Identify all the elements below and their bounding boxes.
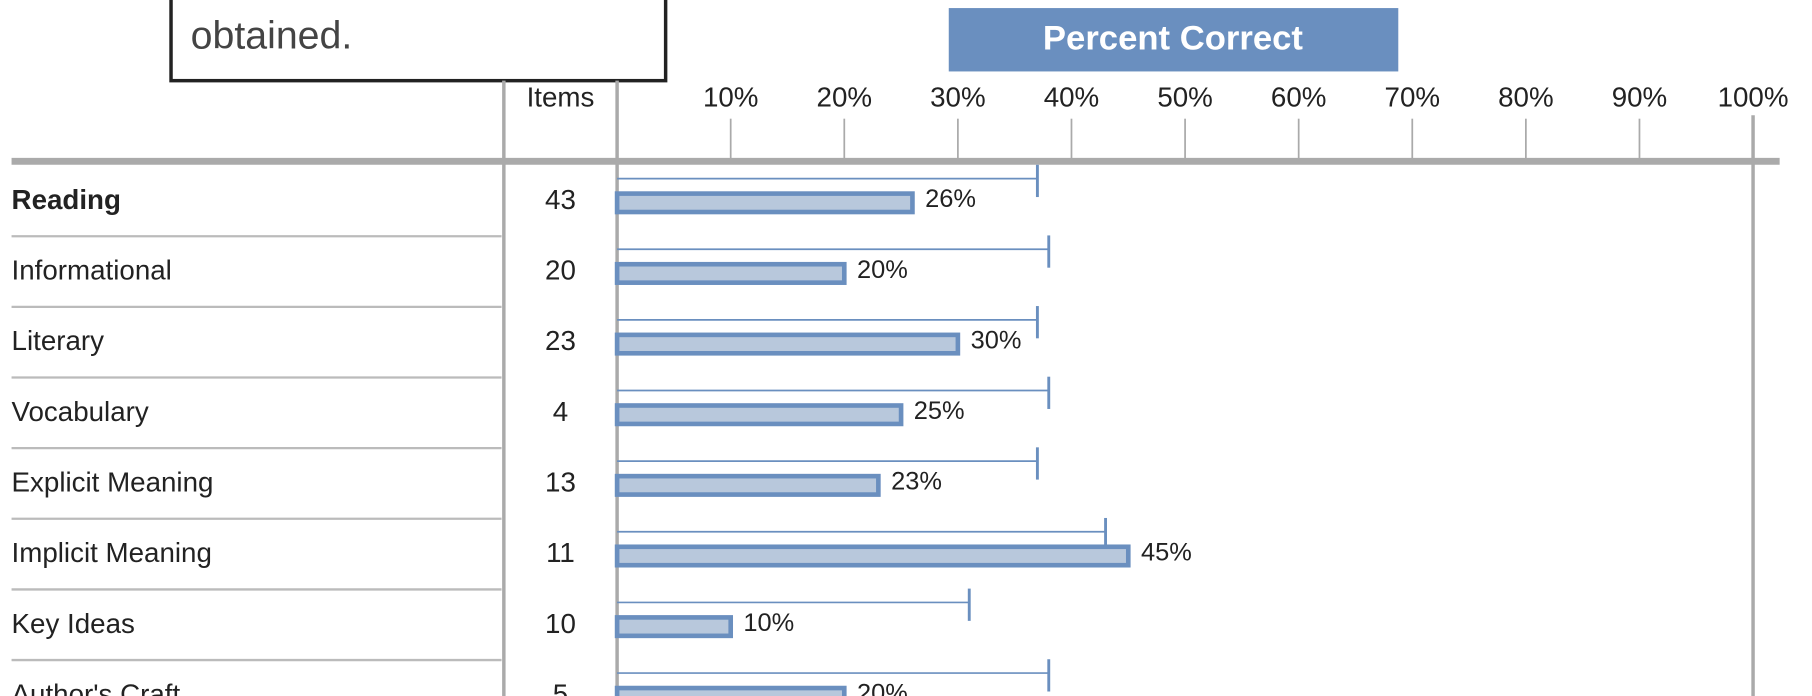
- callout-text: obtained.: [191, 13, 353, 57]
- bar: [614, 615, 734, 639]
- items-count: 23: [545, 325, 576, 356]
- bar: [614, 473, 881, 497]
- items-count: 13: [545, 467, 576, 498]
- bar: [614, 403, 904, 427]
- value-label: 23%: [891, 468, 942, 496]
- category-label: Explicit Meaning: [12, 467, 214, 498]
- items-count: 5: [553, 678, 568, 696]
- value-label: 45%: [1141, 538, 1192, 566]
- items-count: 4: [553, 396, 568, 427]
- category-label: Literary: [12, 325, 105, 356]
- bar: [614, 685, 847, 696]
- callout-box: [169, 0, 668, 83]
- x-tick-label: 70%: [1385, 81, 1441, 112]
- value-label: 25%: [914, 397, 965, 425]
- x-tick-label: 80%: [1498, 81, 1554, 112]
- title-box: [948, 8, 1399, 72]
- category-label: Key Ideas: [12, 608, 135, 639]
- x-tick-label: 20%: [817, 81, 873, 112]
- bar: [614, 332, 961, 356]
- value-label: 20%: [857, 256, 908, 284]
- items-count: 10: [545, 608, 576, 639]
- chart-title: Percent Correct: [1043, 20, 1304, 58]
- category-label: Informational: [12, 255, 172, 286]
- x-tick-label: 50%: [1157, 81, 1213, 112]
- value-label: 20%: [857, 680, 908, 696]
- category-label: Vocabulary: [12, 396, 149, 427]
- items-count: 20: [545, 255, 576, 286]
- bar: [614, 261, 847, 285]
- items-count: 11: [546, 537, 575, 568]
- category-label: Implicit Meaning: [12, 537, 212, 568]
- value-label: 26%: [925, 185, 976, 213]
- x-tick-label: 30%: [930, 81, 986, 112]
- category-label: Author's Craft: [12, 678, 181, 696]
- x-tick-label: 90%: [1612, 81, 1668, 112]
- x-tick-label: 40%: [1044, 81, 1100, 112]
- category-label: Reading: [12, 184, 121, 215]
- x-tick-label: 60%: [1271, 81, 1327, 112]
- value-label: 10%: [743, 609, 794, 637]
- bar: [614, 544, 1131, 568]
- items-header: Items: [527, 81, 595, 112]
- bar: [614, 191, 915, 215]
- items-count: 43: [545, 184, 576, 215]
- x-tick-label: 10%: [703, 81, 759, 112]
- x-tick-label: 100%: [1718, 81, 1789, 112]
- value-label: 30%: [971, 327, 1022, 355]
